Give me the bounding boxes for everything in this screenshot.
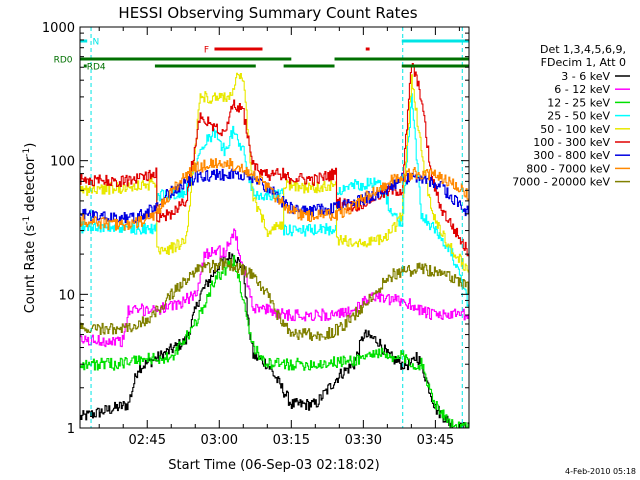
series-line-6-12-kev (80, 228, 470, 348)
series-line-100-300-kev (80, 63, 470, 258)
x-axis-ticks: 02:45 03:00 03:15 03:30 03:45 (98, 27, 460, 448)
y-label-sup-1: -1 (22, 216, 32, 225)
legend-label-100-300-kev: 100 - 300 keV (533, 136, 610, 149)
x-tick-label: 03:15 (273, 433, 310, 448)
legend-header-line-1: Det 1,3,4,5,6,9, (540, 43, 626, 56)
x-tick-label: 03:45 (417, 433, 454, 448)
y-label-part-2: detector (23, 156, 38, 216)
series-line-800-7000-kev (80, 157, 470, 231)
legend-label-6-12-kev: 6 - 12 keV (554, 83, 610, 96)
flag-label-rd4: RD4 (87, 63, 106, 73)
y-label-sup-2: -1 (22, 148, 32, 157)
series-line-7000-20000-kev (80, 258, 470, 341)
y-label-part-1: Count Rate (s (23, 225, 38, 314)
flag-label-rd0: RD0 (54, 56, 73, 66)
legend-header-line-2: FDecim 1, Att 0 (541, 56, 626, 69)
series-line-25-50-kev (80, 93, 470, 313)
chart-title: HESSI Observing Summary Count Rates (118, 4, 417, 22)
plot-frame (79, 26, 470, 429)
x-tick-label: 03:00 (201, 433, 238, 448)
x-tick-label: 02:45 (129, 433, 166, 448)
legend: Det 1,3,4,5,6,9, FDecim 1, Att 0 3 - 6 k… (512, 43, 630, 189)
legend-label-25-50-kev: 25 - 50 keV (547, 110, 610, 123)
legend-label-50-100-kev: 50 - 100 keV (540, 123, 610, 136)
series-layer (80, 63, 470, 429)
y-axis-label: Count Rate (s-1 detector-1) (22, 143, 38, 314)
y-tick-label: 100 (50, 155, 75, 170)
legend-label-800-7000-kev: 800 - 7000 keV (526, 162, 610, 175)
flag-label-f: F (204, 46, 209, 56)
y-tick-label: 10 (58, 288, 75, 303)
flags-layer: N F RD0 RD4 (54, 38, 469, 73)
y-axis-ticks: 1 10 100 1000 (42, 21, 469, 437)
x-tick-label: 03:30 (345, 433, 382, 448)
legend-label-3-6-kev: 3 - 6 keV (561, 70, 610, 83)
legend-label-7000-20000-kev: 7000 - 20000 keV (512, 176, 610, 189)
vertical-lines-layer (90, 27, 463, 428)
date-stamp: 4-Feb-2010 05:18 (565, 467, 636, 476)
y-tick-label: 1 (67, 422, 75, 437)
series-line-12-25-kev (80, 254, 470, 429)
y-tick-label: 1000 (42, 21, 75, 36)
y-label-part-3: ) (23, 143, 38, 148)
legend-label-300-800-kev: 300 - 800 keV (533, 149, 610, 162)
legend-label-12-25-kev: 12 - 25 keV (547, 96, 610, 109)
series-line-3-6-kev (80, 252, 470, 429)
flag-label-n: N (92, 38, 99, 48)
x-axis-label: Start Time (06-Sep-03 02:18:02) (168, 458, 379, 473)
